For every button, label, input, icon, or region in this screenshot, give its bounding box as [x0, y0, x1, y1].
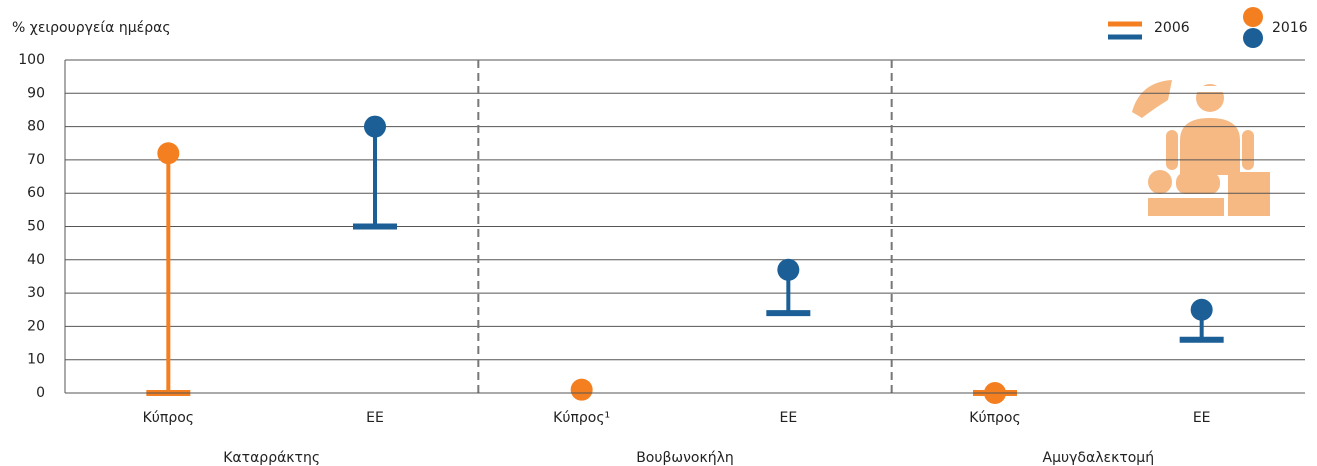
legend-swatch — [1243, 7, 1263, 27]
surgeon-icon — [1132, 80, 1270, 216]
group-label: Βουβωνοκήλη — [636, 450, 734, 466]
y-axis-label: % χειρουργεία ημέρας — [12, 20, 171, 36]
y-tick-label: 20 — [27, 318, 45, 334]
y-tick-label: 80 — [27, 119, 45, 135]
y-tick-label: 50 — [27, 219, 45, 235]
legend-swatch — [1243, 28, 1263, 48]
y-tick-label: 60 — [27, 185, 45, 201]
end-marker — [571, 379, 593, 401]
legend-label: 2006 — [1154, 20, 1190, 36]
y-tick-label: 70 — [27, 152, 45, 168]
y-tick-label: 30 — [27, 285, 45, 301]
legend-label: 2016 — [1272, 20, 1308, 36]
y-tick-label: 40 — [27, 252, 45, 268]
x-tick-label: Κύπρος — [143, 410, 194, 426]
y-tick-label: 90 — [27, 85, 45, 101]
end-marker — [1191, 299, 1213, 321]
x-tick-label: ΕΕ — [1193, 410, 1211, 426]
end-marker — [157, 142, 179, 164]
chart: % χειρουργεία ημέρας 0 10 20 30 40 50 60 70 80 90… — [0, 0, 1317, 466]
x-tick-label: Κύπρος¹ — [553, 410, 610, 426]
end-marker — [364, 116, 386, 138]
x-tick-label: Κύπρος — [969, 410, 1020, 426]
y-tick-label: 0 — [36, 385, 45, 401]
y-tick-label: 10 — [27, 352, 45, 368]
end-marker — [777, 259, 799, 281]
x-tick-label: ΕΕ — [779, 410, 797, 426]
x-tick-label: ΕΕ — [366, 410, 384, 426]
group-label: Καταρράκτης — [223, 450, 320, 466]
group-label: Αμυγδαλεκτομή — [1043, 450, 1155, 466]
y-tick-label: 100 — [18, 52, 45, 68]
